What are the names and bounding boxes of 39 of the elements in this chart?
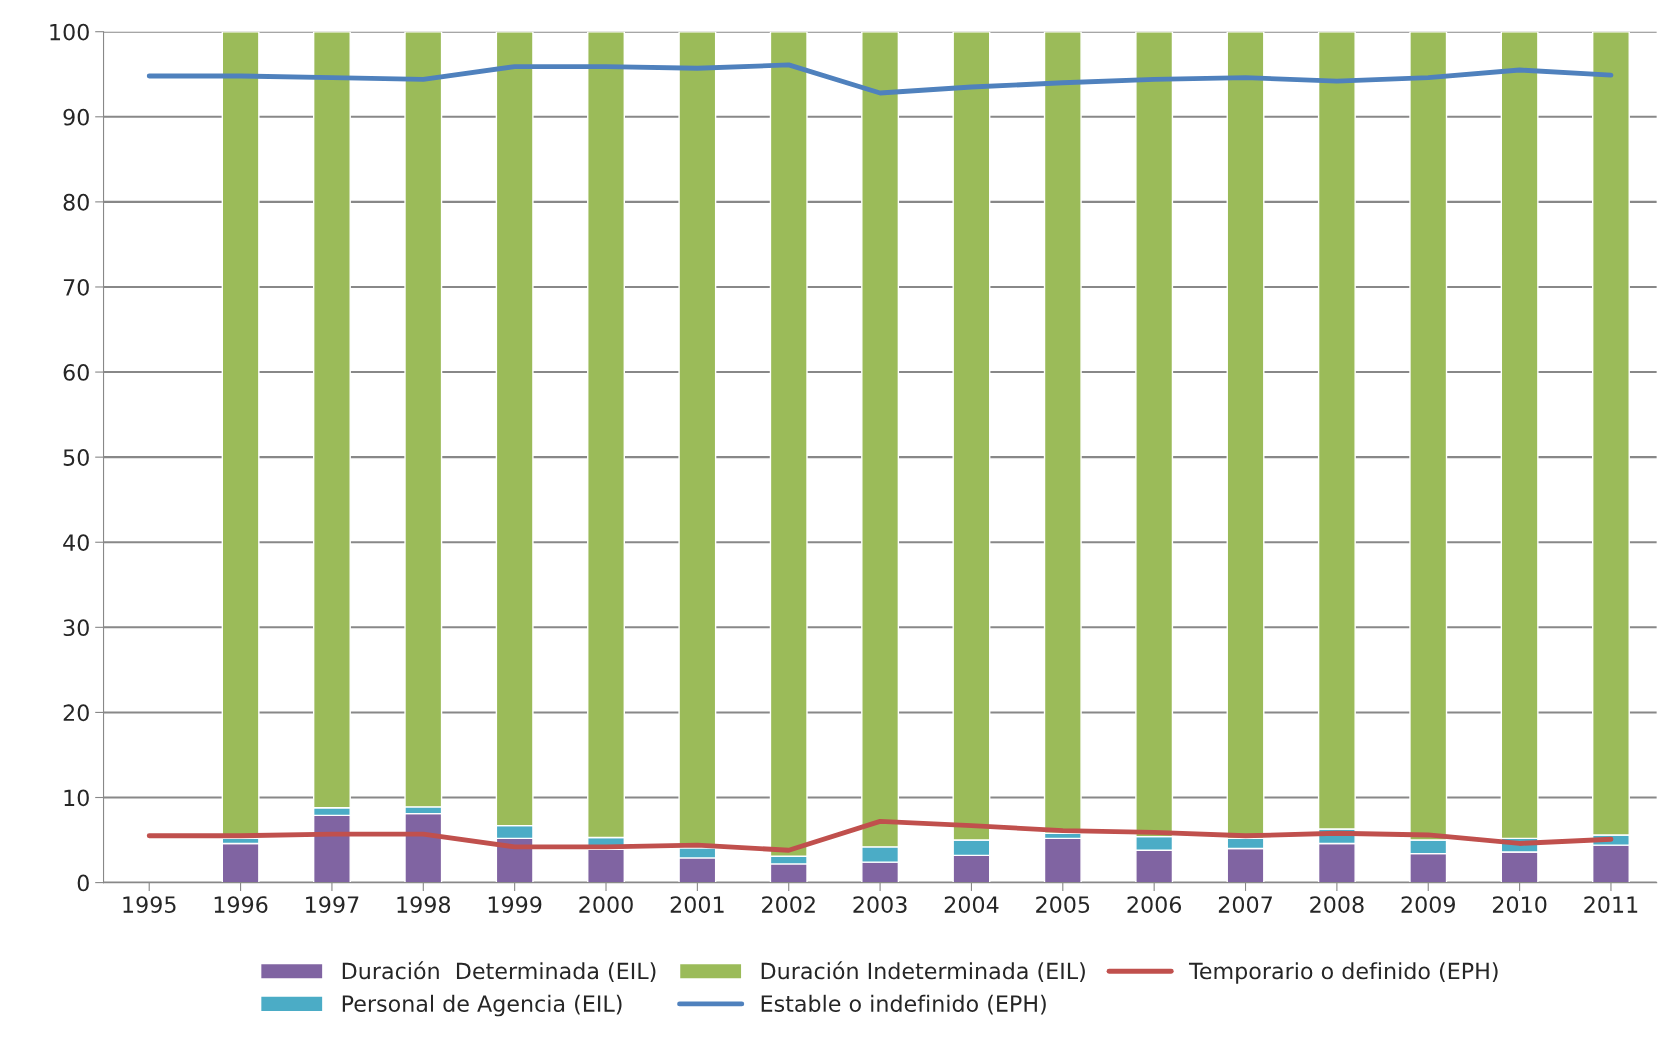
y-tick-label: 90 (63, 108, 89, 126)
x-tick-label: 2006 (1127, 896, 1182, 913)
x-tick-label: 1998 (397, 896, 451, 913)
x-tick-label: 1996 (214, 896, 268, 913)
x-tick-label: 2001 (670, 896, 724, 913)
line-series (146, 62, 1614, 96)
x-tick-label: 2000 (579, 896, 633, 913)
x-tick-label: 2004 (944, 896, 999, 913)
x-tick-label: 2003 (853, 896, 907, 913)
y-tick-label: 70 (63, 278, 89, 296)
x-tick-label: 1995 (123, 896, 176, 913)
x-tick-label: 1999 (488, 896, 542, 913)
legend-label: Duración Indeterminada (EIL) (761, 961, 1085, 982)
x-tick-label: 2002 (762, 896, 815, 913)
y-tick-label: 20 (63, 704, 89, 722)
legend-label: Temporario o definido (EPH) (1188, 962, 1498, 984)
y-tick-label: 0 (77, 874, 89, 892)
x-tick-label: 2008 (1310, 896, 1364, 913)
x-tick-label: 2007 (1218, 896, 1272, 913)
y-tick-label: 40 (63, 534, 89, 551)
x-tick-label: 1997 (306, 896, 359, 913)
legend-label: Personal de Agencia (EIL) (342, 994, 622, 1017)
y-tick-label: 30 (63, 619, 89, 637)
x-tick-label: 2009 (1401, 896, 1455, 913)
x-tick-label: 2010 (1492, 896, 1547, 913)
y-tick-label: 10 (64, 789, 89, 807)
x-tick-label: 2005 (1036, 896, 1090, 913)
line-series (146, 818, 1614, 853)
y-tick-label: 100 (50, 23, 89, 41)
bar (221, 842, 260, 883)
y-tick-label: 80 (63, 193, 89, 211)
y-tick-label: 50 (63, 449, 89, 466)
legend-label: Estable o indefinido (EPH) (761, 994, 1046, 1015)
x-tick-label: 2011 (1584, 896, 1638, 913)
y-tick-label: 60 (63, 364, 89, 381)
bar (1043, 837, 1082, 883)
bar (404, 812, 443, 883)
legend-label: Duración Determinada (EIL) (342, 961, 656, 982)
bar (221, 31, 260, 840)
